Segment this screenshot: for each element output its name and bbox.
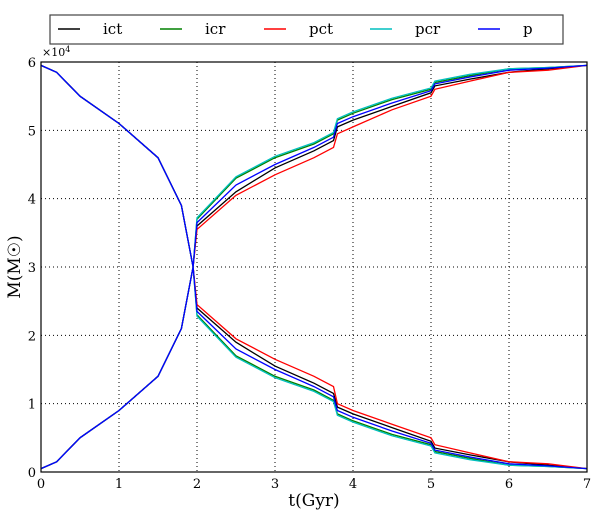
series-pct-lower xyxy=(40,266,588,470)
plot-frame xyxy=(40,61,588,473)
legend-label-pcr: pcr xyxy=(415,20,441,38)
y-tick-label: 4 xyxy=(28,193,36,208)
x-tick-label: 3 xyxy=(271,477,279,492)
series-ict-upper xyxy=(40,64,588,268)
x-tick-label: 2 xyxy=(193,477,201,492)
series-icr-lower xyxy=(40,266,588,470)
series-p-lower xyxy=(40,266,588,470)
y-tick-label: 6 xyxy=(28,56,36,71)
series-ict-lower xyxy=(40,266,588,470)
y-tick-label: 2 xyxy=(28,329,36,344)
x-tick-label: 6 xyxy=(505,477,513,492)
plot-series xyxy=(40,64,588,470)
grid-lines xyxy=(40,61,588,473)
x-tick-label: 0 xyxy=(37,477,45,492)
series-p-upper xyxy=(40,64,588,268)
x-tick-label: 7 xyxy=(583,477,591,492)
legend: ict icr pct pcr p xyxy=(49,14,564,45)
legend-label-pct: pct xyxy=(309,20,333,38)
x-axis-label: t(Gyr) xyxy=(288,491,339,511)
x-tick-label: 5 xyxy=(427,477,435,492)
legend-label-p: p xyxy=(523,20,533,38)
y-multiplier: ×104 xyxy=(42,45,70,59)
x-tick-label: 1 xyxy=(115,477,123,492)
axis-ticks: 0 1 2 3 4 5 6 7 0 1 2 3 4 5 6 xyxy=(28,56,591,492)
x-tick-label: 4 xyxy=(349,477,357,492)
legend-label-ict: ict xyxy=(103,20,122,38)
y-tick-label: 0 xyxy=(28,466,36,481)
series-pcr-upper xyxy=(40,64,588,268)
y-tick-label: 5 xyxy=(28,124,36,139)
y-tick-label: 1 xyxy=(28,398,36,413)
y-axis-label: M(M☉) xyxy=(5,235,25,298)
series-icr-upper xyxy=(40,64,588,268)
y-tick-label: 3 xyxy=(28,261,36,276)
legend-box xyxy=(49,14,564,45)
series-pct-upper xyxy=(40,64,588,268)
series-pcr-lower xyxy=(40,266,588,470)
legend-label-icr: icr xyxy=(205,20,226,38)
